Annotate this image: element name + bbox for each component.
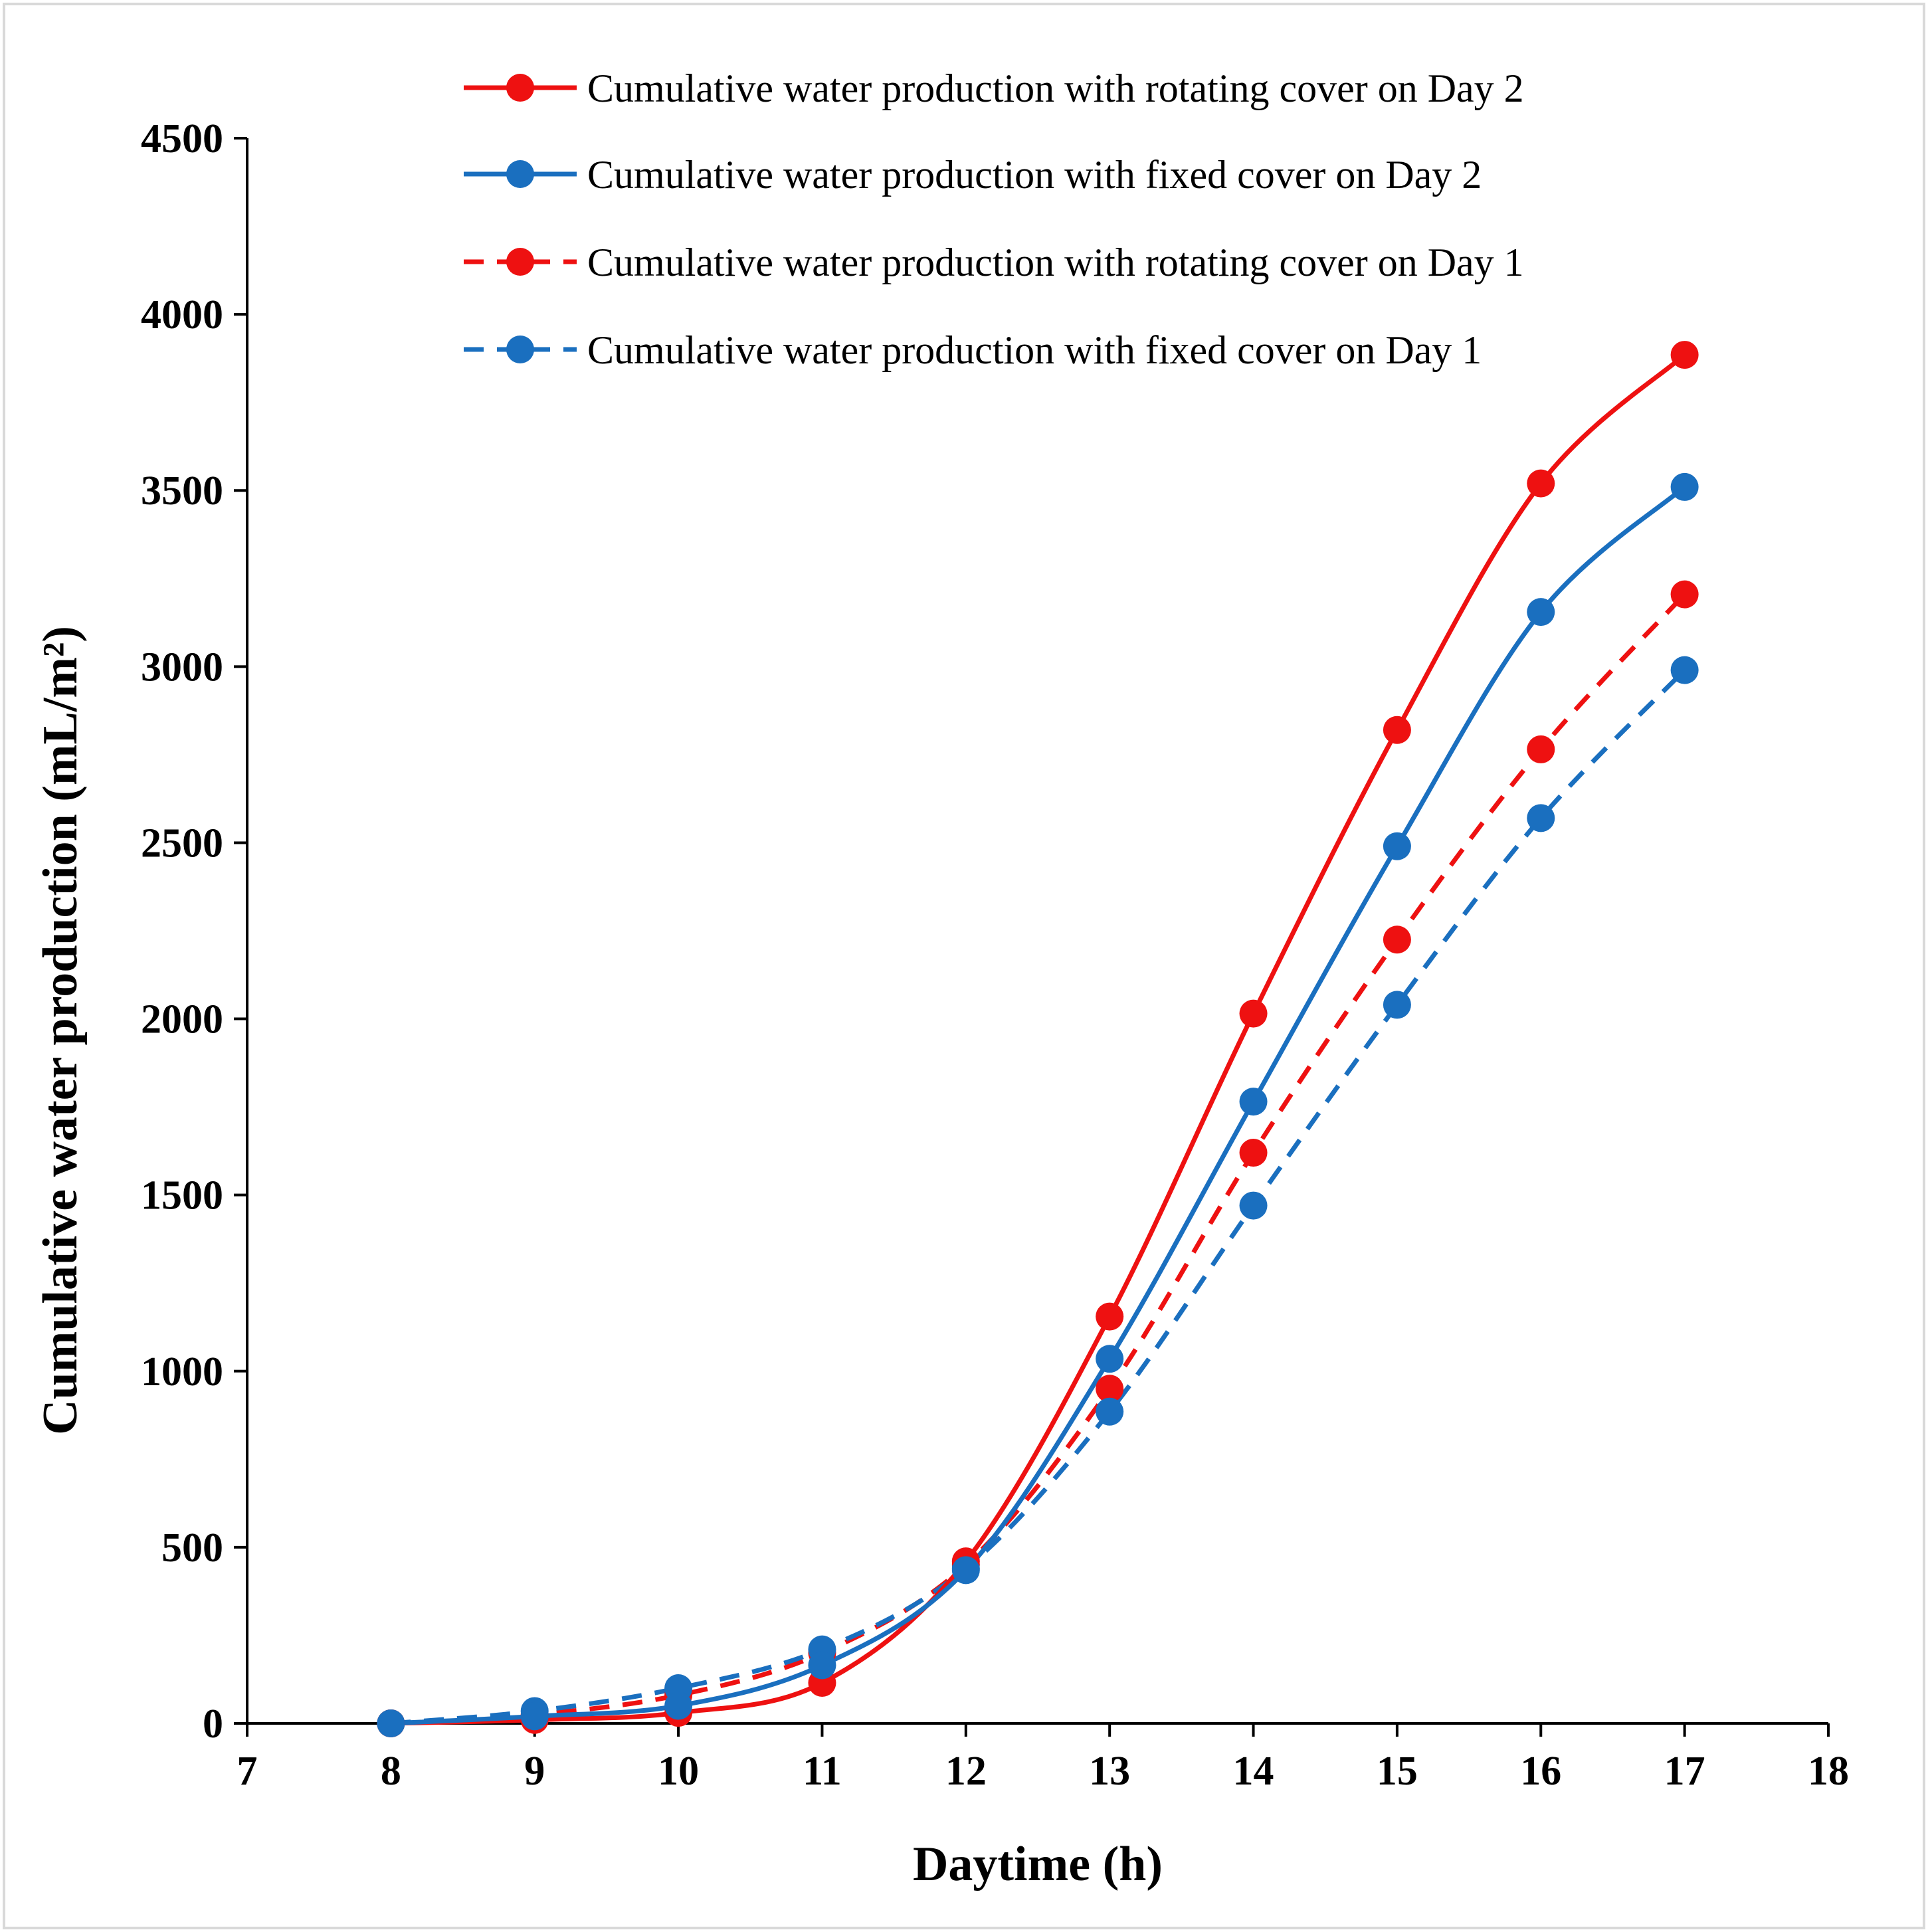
- y-axis-title: Cumulative water production (mL/m²): [33, 626, 88, 1435]
- legend-label: Cumulative water production with rotatin…: [587, 66, 1524, 110]
- axes: 7 8 9 10 11 12 13 14 15 16 17 18 0 500 1000 1500 2000 250…: [141, 116, 1849, 1794]
- x-tick-label: 17: [1664, 1749, 1705, 1794]
- y-tick-label: 2000: [141, 997, 223, 1042]
- legend-label: Cumulative water production with fixed c…: [587, 328, 1482, 372]
- y-tick-label: 4000: [141, 292, 223, 338]
- data-point-series-2: [1527, 598, 1555, 627]
- x-tick-label: 12: [945, 1749, 987, 1794]
- data-point-series-3: [1096, 1375, 1124, 1403]
- data-point-series-2: [1383, 832, 1411, 860]
- legend-entry-2: Cumulative water production with fixed c…: [464, 153, 1482, 197]
- legend-marker-swatch: [506, 336, 534, 363]
- x-tick-label: 14: [1233, 1749, 1274, 1794]
- data-point-series-1: [1096, 1302, 1124, 1331]
- x-tick-label: 10: [658, 1749, 699, 1794]
- y-tick-label: 4500: [141, 116, 223, 161]
- legend-entry-1: Cumulative water production with rotatin…: [464, 66, 1524, 110]
- legend-marker-swatch: [506, 74, 534, 102]
- data-point-series-3: [1670, 580, 1699, 609]
- x-tick-label: 15: [1377, 1749, 1418, 1794]
- y-tick-label: 2500: [141, 821, 223, 866]
- x-tick-label: 13: [1089, 1749, 1130, 1794]
- legend-label: Cumulative water production with fixed c…: [587, 153, 1482, 197]
- y-tick-label: 3000: [141, 644, 223, 690]
- data-point-series-3: [1239, 1139, 1268, 1167]
- data-point-series-3: [1527, 735, 1555, 763]
- legend-entry-3: Cumulative water production with rotatin…: [464, 241, 1524, 284]
- data-point-series-1: [1527, 469, 1555, 498]
- series-line-4: [391, 668, 1687, 1726]
- data-point-series-2: [520, 1702, 549, 1731]
- legend-label: Cumulative water production with rotatin…: [587, 241, 1524, 284]
- y-tick-label: 1000: [141, 1349, 223, 1395]
- legend-marker-swatch: [506, 160, 534, 188]
- series-line-3: [391, 593, 1687, 1726]
- y-tick-label: 500: [161, 1525, 223, 1571]
- data-point-series-2: [1096, 1345, 1124, 1373]
- data-point-series-4: [1239, 1191, 1268, 1220]
- data-point-series-2: [808, 1651, 836, 1680]
- data-point-series-4: [1383, 991, 1411, 1019]
- x-tick-label: 16: [1520, 1749, 1561, 1794]
- y-tick-label: 3500: [141, 468, 223, 514]
- data-point-series-4: [1527, 804, 1555, 832]
- data-point-series-2: [664, 1691, 693, 1720]
- data-point-series-1: [1670, 341, 1699, 369]
- data-point-series-2: [951, 1556, 980, 1585]
- x-tick-label: 11: [803, 1749, 842, 1794]
- legend-entry-4: Cumulative water production with fixed c…: [464, 328, 1482, 372]
- x-tick-label: 18: [1808, 1749, 1849, 1794]
- data-point-series-2: [1670, 472, 1699, 501]
- x-tick-label: 9: [524, 1749, 545, 1794]
- x-tick-label: 8: [381, 1749, 401, 1794]
- chart-frame: [3, 3, 1925, 1929]
- y-tick-label: 0: [203, 1701, 223, 1747]
- legend: Cumulative water production with rotatin…: [464, 66, 1524, 372]
- data-point-series-4: [1670, 656, 1699, 684]
- data-point-series-4: [1096, 1397, 1124, 1426]
- data-point-series-1: [1383, 716, 1411, 744]
- legend-marker-swatch: [506, 248, 534, 276]
- x-axis-title: Daytime (h): [913, 1837, 1163, 1891]
- series-markers: [377, 341, 1699, 1737]
- data-point-series-2: [1239, 1088, 1268, 1116]
- data-point-series-2: [377, 1709, 405, 1737]
- data-point-series-1: [1239, 999, 1268, 1028]
- y-tick-label: 1500: [141, 1173, 223, 1218]
- data-point-series-3: [1383, 925, 1411, 954]
- x-tick-label: 7: [237, 1749, 258, 1794]
